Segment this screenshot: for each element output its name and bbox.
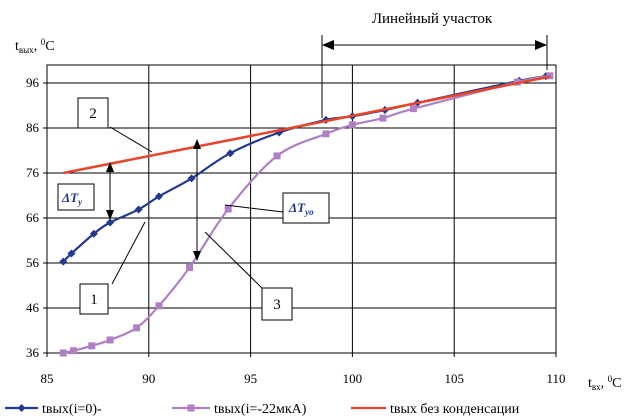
leader-line-1 bbox=[111, 221, 146, 285]
data-point bbox=[348, 121, 356, 129]
legend-marker bbox=[187, 404, 195, 412]
label-box-1: 1 bbox=[79, 283, 109, 315]
leader-line-delta-tyo bbox=[224, 204, 284, 213]
data-point bbox=[67, 249, 76, 258]
data-point bbox=[154, 192, 163, 201]
series-3 bbox=[63, 75, 551, 175]
leader-line-2 bbox=[109, 126, 153, 153]
data-point bbox=[224, 205, 232, 213]
series-line-3 bbox=[63, 75, 551, 175]
series-layer bbox=[59, 72, 554, 357]
leader-line-3 bbox=[204, 231, 263, 289]
data-point bbox=[155, 302, 163, 310]
linear-section-label: Линейный участок bbox=[372, 11, 493, 27]
data-point bbox=[133, 324, 141, 332]
legend-label: tвых(i=-22мкА) bbox=[214, 402, 307, 417]
data-point bbox=[106, 336, 114, 344]
delta-ty-label: ΔTу bbox=[57, 183, 95, 211]
x-tick-label: 95 bbox=[244, 371, 257, 386]
series-line-1 bbox=[62, 75, 547, 263]
x-tick-label: 100 bbox=[343, 371, 363, 386]
legend-label: tвых(i=0)- bbox=[42, 402, 102, 417]
data-point bbox=[273, 152, 281, 160]
delta-tyo-arrow bbox=[193, 139, 201, 261]
y-tick-label: 76 bbox=[26, 165, 40, 180]
data-point bbox=[546, 72, 554, 80]
y-tick-labels: 36 46 56 66 76 86 96 bbox=[26, 75, 47, 360]
legend-item-3: tвых без конденсации bbox=[351, 402, 520, 417]
data-point bbox=[187, 174, 196, 183]
legend-label: tвых без конденсации bbox=[390, 402, 520, 417]
legend-marker bbox=[17, 404, 26, 412]
label-box-3: 3 bbox=[261, 287, 293, 321]
linear-section-arrowhead-left bbox=[322, 40, 334, 50]
data-point bbox=[379, 114, 387, 122]
data-point bbox=[226, 149, 235, 158]
svg-text:ΔTуо: ΔTуо bbox=[288, 200, 314, 217]
x-axis-label: tвх, 0C bbox=[588, 374, 621, 392]
svg-text:3: 3 bbox=[273, 297, 281, 313]
y-tick-label: 66 bbox=[26, 210, 40, 225]
plot-frame bbox=[46, 64, 557, 354]
y-tick-label: 36 bbox=[26, 345, 40, 360]
y-tick-label: 46 bbox=[26, 300, 40, 315]
x-tick-label: 85 bbox=[41, 371, 54, 386]
delta-ty-arrow bbox=[106, 162, 114, 220]
data-point bbox=[89, 229, 98, 238]
x-tick-label: 105 bbox=[444, 371, 464, 386]
data-point bbox=[106, 218, 115, 227]
series-1 bbox=[59, 72, 550, 266]
svg-text:ΔTу: ΔTу bbox=[61, 190, 83, 207]
y-axis-label: tвых, 0C bbox=[15, 37, 55, 55]
data-point bbox=[59, 257, 68, 266]
delta-tyo-label: ΔTуо bbox=[282, 192, 330, 224]
legend-item-1: tвых(i=0)- bbox=[5, 402, 102, 417]
x-tick-label: 90 bbox=[142, 371, 155, 386]
svg-text:1: 1 bbox=[90, 292, 98, 308]
linear-section-annotation: Линейный участок bbox=[321, 11, 548, 118]
data-point bbox=[186, 264, 194, 271]
data-point bbox=[59, 349, 67, 357]
data-point bbox=[69, 347, 77, 355]
data-point bbox=[322, 130, 330, 138]
data-point bbox=[134, 205, 143, 214]
data-point bbox=[88, 342, 96, 350]
svg-text:2: 2 bbox=[89, 106, 97, 122]
y-tick-label: 96 bbox=[26, 75, 40, 90]
data-point bbox=[409, 105, 417, 113]
linear-section-arrowhead-right bbox=[535, 40, 547, 50]
x-tick-label: 110 bbox=[546, 371, 565, 386]
y-tick-label: 56 bbox=[26, 255, 40, 270]
y-tick-label: 86 bbox=[26, 120, 40, 135]
legend: tвых(i=0)- tвых(i=-22мкА) tвых без конденс… bbox=[5, 402, 520, 417]
label-box-2: 2 bbox=[77, 97, 109, 129]
x-tick-labels: 85 90 95 100 105 110 bbox=[41, 353, 566, 386]
legend-item-2: tвых(i=-22мкА) bbox=[172, 402, 307, 417]
